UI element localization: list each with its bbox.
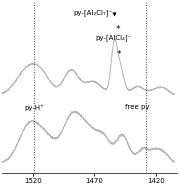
Text: py-[Al₂Cl₇]⁻: py-[Al₂Cl₇]⁻	[74, 9, 113, 16]
Text: *: *	[117, 50, 121, 59]
Text: free py: free py	[125, 104, 150, 110]
Text: *: *	[116, 25, 121, 34]
Text: py-[AlCl₄]⁻: py-[AlCl₄]⁻	[95, 35, 131, 41]
Text: py-H⁺: py-H⁺	[24, 104, 44, 111]
